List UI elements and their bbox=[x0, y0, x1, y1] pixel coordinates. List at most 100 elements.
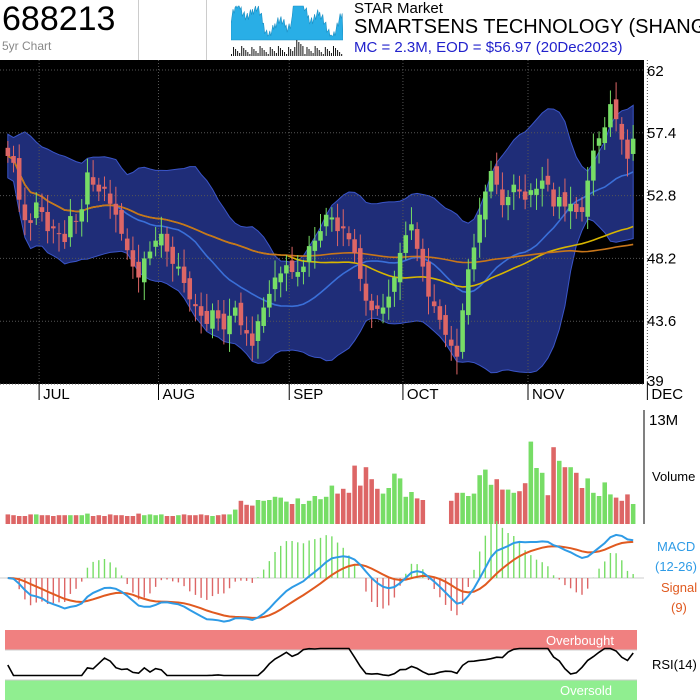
chart-header: 688213 5yr Chart STAR Market SMARTSENS T… bbox=[0, 0, 700, 60]
mini-volume-bar bbox=[314, 46, 316, 56]
month-tick-label: AUG bbox=[162, 386, 195, 403]
volume-bar bbox=[28, 514, 33, 524]
volume-bar bbox=[215, 515, 221, 524]
volume-bar bbox=[147, 514, 153, 524]
volume-bar bbox=[45, 515, 50, 524]
candle-body bbox=[289, 260, 295, 273]
mini-volume-bar bbox=[247, 52, 249, 56]
mini-volume-bar bbox=[251, 47, 253, 56]
mini-volume-bar bbox=[318, 50, 320, 56]
candle-body bbox=[295, 272, 301, 277]
candle-body bbox=[51, 226, 56, 229]
candle-body bbox=[181, 266, 187, 283]
stock-chart: 62 57.4 52.8 48.2 43.6 39 JUL AUG SEP OCT NOV DEC 13… bbox=[0, 60, 697, 700]
mini-volume-bar bbox=[239, 53, 241, 56]
mini-volume-bar bbox=[337, 50, 339, 56]
candle-body bbox=[375, 305, 380, 309]
candle-body bbox=[556, 196, 562, 207]
volume-bar bbox=[397, 478, 403, 524]
candle-body bbox=[11, 156, 16, 163]
candle-body bbox=[380, 307, 386, 314]
volume-bar bbox=[193, 515, 198, 524]
volume-bar bbox=[85, 513, 90, 524]
mini-history-chart bbox=[231, 2, 343, 58]
candle-body bbox=[369, 300, 374, 311]
candle-body bbox=[358, 248, 363, 279]
mini-volume-bar bbox=[339, 52, 341, 56]
mini-volume-bar bbox=[231, 54, 232, 56]
month-tick-label: OCT bbox=[407, 386, 439, 403]
volume-bar bbox=[5, 514, 11, 524]
price-tick-label: 52.8 bbox=[647, 188, 676, 205]
mini-volume-bar bbox=[267, 54, 269, 56]
candle-body bbox=[96, 184, 102, 192]
mini-volume-bar bbox=[316, 48, 318, 56]
candle-body bbox=[261, 307, 266, 326]
volume-bar bbox=[96, 515, 102, 524]
mini-volume-bar bbox=[322, 54, 324, 56]
mini-volume-bar bbox=[306, 47, 308, 56]
volume-max-label: 13M bbox=[649, 412, 678, 429]
volume-bar bbox=[454, 492, 460, 524]
volume-bar bbox=[574, 472, 579, 524]
candle-body bbox=[602, 127, 608, 144]
volume-bar bbox=[329, 485, 335, 524]
volume-bar bbox=[164, 516, 170, 524]
candle-body bbox=[574, 203, 579, 212]
volume-bar bbox=[556, 460, 562, 524]
mini-volume-bar bbox=[275, 53, 277, 56]
mini-volume-bar bbox=[259, 46, 261, 56]
candle-body bbox=[198, 306, 204, 316]
candle-body bbox=[517, 189, 522, 192]
price-tick-label: 48.2 bbox=[647, 250, 676, 267]
volume-bar bbox=[358, 485, 363, 524]
candle-body bbox=[187, 278, 193, 300]
candle-body bbox=[568, 203, 573, 212]
candle-body bbox=[500, 189, 505, 206]
candle-body bbox=[352, 239, 357, 253]
candle-body bbox=[204, 310, 210, 324]
volume-bar bbox=[56, 515, 62, 524]
candle-body bbox=[159, 233, 164, 246]
month-tick-label: NOV bbox=[532, 386, 565, 403]
candle-body bbox=[130, 250, 136, 267]
candle-body bbox=[437, 306, 443, 320]
volume-bar bbox=[79, 515, 85, 524]
sma-100-line bbox=[7, 155, 634, 264]
volume-bar bbox=[22, 516, 28, 524]
volume-bar bbox=[403, 496, 409, 524]
volume-bar bbox=[420, 500, 426, 524]
candle-body bbox=[68, 216, 73, 238]
volume-bar bbox=[130, 516, 136, 524]
mini-volume-bar bbox=[294, 47, 296, 56]
candle-body bbox=[477, 214, 482, 243]
volume-bar bbox=[198, 514, 204, 524]
volume-bar bbox=[460, 492, 465, 524]
candle-body bbox=[119, 209, 124, 234]
candle-body bbox=[272, 277, 278, 290]
chart-period-label: 5yr Chart bbox=[2, 39, 52, 53]
volume-bar bbox=[346, 492, 352, 524]
candle-body bbox=[397, 252, 403, 283]
volume-bar bbox=[278, 497, 283, 524]
mini-volume-bar bbox=[341, 54, 343, 56]
volume-bar bbox=[386, 488, 391, 524]
volume-bar bbox=[619, 500, 625, 524]
volume-bar bbox=[625, 494, 630, 524]
candle-body bbox=[596, 138, 602, 146]
price-tick-label: 43.6 bbox=[647, 313, 676, 330]
candle-body bbox=[210, 310, 215, 329]
mini-volume-bar bbox=[310, 51, 312, 56]
mini-volume-bar bbox=[312, 53, 314, 56]
mini-volume-bar bbox=[284, 52, 286, 56]
candle-body bbox=[551, 189, 556, 207]
candle-body bbox=[90, 177, 96, 185]
mini-price-area bbox=[231, 5, 343, 41]
volume-bar bbox=[153, 515, 158, 524]
overbought-label: Overbought bbox=[546, 633, 614, 648]
candle-body bbox=[392, 277, 397, 292]
overbought-zone bbox=[5, 630, 637, 650]
volume-bar bbox=[369, 479, 374, 524]
mini-volume-bar bbox=[304, 54, 306, 56]
candle-body bbox=[193, 304, 198, 307]
